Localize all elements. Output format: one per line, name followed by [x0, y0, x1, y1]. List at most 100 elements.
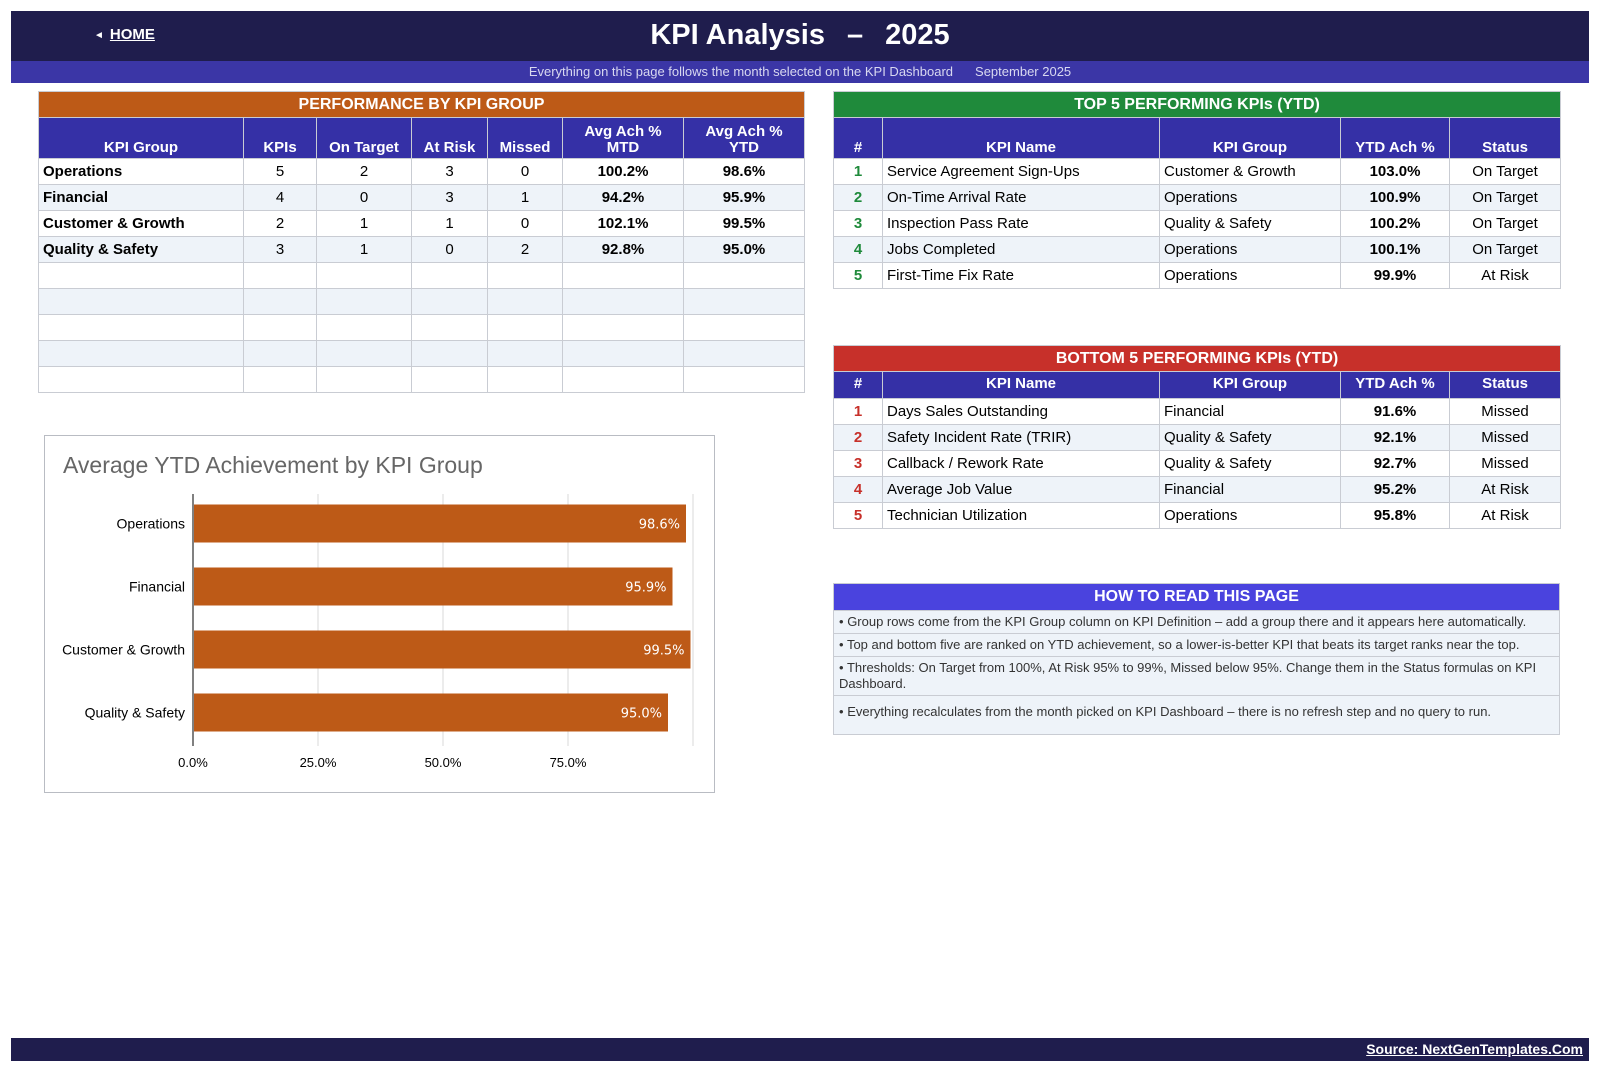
x-tick-label: 0.0% [178, 755, 208, 770]
how-to-note: • Top and bottom five are ranked on YTD … [834, 633, 1559, 656]
category-label: Operations [117, 516, 185, 532]
empty-cell [562, 314, 684, 341]
table-cell: 1 [487, 184, 563, 211]
table-row: 2 Safety Incident Rate (TRIR) Quality & Sa… [833, 424, 1562, 451]
note-text: Thresholds: On Target from 100%, At Risk… [839, 660, 1537, 691]
x-tick-label: 25.0% [300, 755, 337, 770]
table-cell: Operations [1159, 184, 1341, 211]
header-line: Avg Ach % [584, 123, 662, 140]
table-cell: 2 [833, 424, 883, 451]
note-text: Top and bottom five are ranked on YTD ac… [846, 637, 1520, 652]
value-label: 95.0% [621, 707, 662, 722]
home-link[interactable]: ◄ HOME [94, 26, 155, 43]
empty-row [38, 314, 805, 341]
triangle-left-icon: ◄ [94, 30, 104, 41]
performance-header-cell: KPIs [243, 117, 317, 159]
table-cell: 1 [411, 210, 488, 237]
table-cell: Quality & Safety [38, 236, 244, 263]
table-cell: 95.0% [683, 236, 805, 263]
table-cell: Financial [1159, 398, 1341, 425]
table-cell: 1 [833, 158, 883, 185]
table-cell: On Target [1448, 184, 1562, 211]
table-cell: Quality & Safety [1159, 210, 1341, 237]
bottom5-header-cell: KPI Name [882, 371, 1160, 399]
top5-table: TOP 5 PERFORMING KPIs (YTD) # KPI Name KPI… [832, 91, 1562, 289]
bar [194, 693, 668, 732]
x-tick-label: 75.0% [550, 755, 587, 770]
empty-row [38, 366, 805, 393]
empty-cell [411, 288, 488, 315]
header-line: Missed [499, 139, 551, 156]
table-cell: 103.0% [1340, 158, 1450, 185]
table-cell: Days Sales Outstanding [882, 398, 1160, 425]
empty-cell [38, 366, 244, 393]
header-line: Avg Ach % [705, 123, 783, 140]
empty-cell [562, 340, 684, 367]
table-row: 3 Inspection Pass Rate Quality & Safety 100… [833, 210, 1562, 237]
table-cell: 1 [316, 210, 412, 237]
bottom5-header-cell: KPI Group [1159, 371, 1341, 399]
table-row: 5 Technician Utilization Operations 95.8% At… [833, 502, 1562, 529]
bottom5-header-cell: Status [1448, 371, 1562, 399]
header-line: On Target [329, 139, 399, 156]
table-cell: 3 [833, 210, 883, 237]
ytd-achievement-chart: Average YTD Achievement by KPI Group 0.0… [44, 435, 715, 793]
home-label: HOME [109, 26, 155, 43]
empty-cell [487, 340, 563, 367]
table-row: Operations 5 2 3 0 100.2% 98.6% [38, 158, 805, 185]
table-cell: 100.2% [562, 158, 684, 185]
table-cell: 4 [833, 236, 883, 263]
table-cell: 5 [833, 262, 883, 289]
empty-cell [316, 340, 412, 367]
table-cell: 0 [411, 236, 488, 263]
empty-cell [683, 314, 805, 341]
table-cell: 95.8% [1340, 502, 1450, 529]
table-cell: On Target [1448, 236, 1562, 263]
how-to-read-panel: HOW TO READ THIS PAGE • Group rows come … [833, 583, 1560, 735]
table-cell: Operations [1159, 262, 1341, 289]
header-line: MTD [606, 139, 640, 156]
performance-header-row: KPI Group KPIs On Target At Risk Missed Avg A… [38, 117, 805, 159]
top5-banner: TOP 5 PERFORMING KPIs (YTD) [832, 91, 1562, 118]
category-label: Financial [129, 579, 185, 595]
bar [194, 567, 673, 606]
empty-cell [683, 366, 805, 393]
empty-cell [316, 262, 412, 289]
performance-header-cell: At Risk [411, 117, 488, 159]
table-cell: 99.5% [683, 210, 805, 237]
table-row: Quality & Safety 3 1 0 2 92.8% 95.0% [38, 236, 805, 263]
table-cell: 5 [243, 158, 317, 185]
chart-title: Average YTD Achievement by KPI Group [63, 452, 483, 478]
table-cell: 3 [243, 236, 317, 263]
table-cell: 0 [316, 184, 412, 211]
table-cell: Financial [1159, 476, 1341, 503]
table-cell: 100.1% [1340, 236, 1450, 263]
value-label: 99.5% [643, 644, 684, 659]
table-cell: Jobs Completed [882, 236, 1160, 263]
source-link[interactable]: Source: NextGenTemplates.Com [1366, 1041, 1583, 1057]
table-cell: 100.2% [1340, 210, 1450, 237]
empty-row [38, 262, 805, 289]
table-cell: Missed [1448, 398, 1562, 425]
page-title: KPI Analysis –2025 [11, 19, 1589, 52]
table-row: 4 Average Job Value Financial 95.2% At Risk [833, 476, 1562, 503]
performance-header-cell: Avg Ach % MTD [562, 117, 684, 159]
table-cell: 94.2% [562, 184, 684, 211]
top5-header-cell: KPI Name [882, 117, 1160, 159]
top5-header-cell: KPI Group [1159, 117, 1341, 159]
value-label: 95.9% [625, 581, 666, 596]
how-to-note: • Thresholds: On Target from 100%, At Ri… [834, 656, 1559, 695]
empty-cell [38, 262, 244, 289]
how-to-note: • Group rows come from the KPI Group col… [834, 610, 1559, 633]
empty-cell [487, 366, 563, 393]
table-cell: First-Time Fix Rate [882, 262, 1160, 289]
table-cell: Average Job Value [882, 476, 1160, 503]
empty-cell [487, 314, 563, 341]
table-cell: 3 [411, 158, 488, 185]
table-cell: 4 [243, 184, 317, 211]
empty-cell [411, 340, 488, 367]
table-cell: 2 [833, 184, 883, 211]
empty-cell [562, 288, 684, 315]
table-row: Customer & Growth 2 1 1 0 102.1% 99.5% [38, 210, 805, 237]
empty-cell [562, 262, 684, 289]
